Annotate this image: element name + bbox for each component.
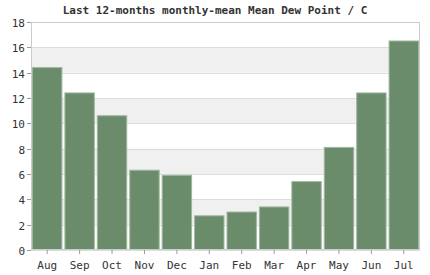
y-tick-label: 6 [18, 169, 25, 182]
y-tick [27, 22, 31, 23]
plot-background [31, 22, 420, 250]
y-tick-label: 4 [18, 194, 25, 207]
x-tick [47, 250, 48, 254]
x-tick [144, 250, 145, 254]
chart-container: Last 12-months monthly-mean Mean Dew Poi… [0, 0, 430, 275]
y-tick-label: 12 [12, 93, 25, 106]
y-tick [27, 174, 31, 175]
x-tick [79, 250, 80, 254]
x-tick-label: Mar [264, 259, 284, 272]
bar [33, 68, 62, 250]
x-tick-label: Jun [361, 259, 381, 272]
y-tick-label: 16 [12, 42, 25, 55]
bar [162, 175, 191, 250]
y-tick [27, 47, 31, 48]
x-tick [274, 250, 275, 254]
bar [324, 147, 353, 250]
x-tick-label: Dec [167, 259, 187, 272]
x-tick [338, 250, 339, 254]
chart-title: Last 12-months monthly-mean Mean Dew Poi… [63, 4, 368, 17]
grid-line [31, 47, 420, 48]
x-tick-label: Nov [135, 259, 155, 272]
y-tick-label: 14 [12, 68, 26, 81]
x-tick [241, 250, 242, 254]
bar [227, 212, 256, 250]
bar [357, 93, 386, 250]
chart-svg: Last 12-months monthly-mean Mean Dew Poi… [0, 0, 430, 275]
y-tick [27, 199, 31, 200]
x-tick-label: Apr [297, 259, 317, 272]
grid-band [31, 47, 420, 72]
bar [97, 116, 126, 250]
bar [292, 182, 321, 250]
grid-line [31, 73, 420, 74]
x-tick [176, 250, 177, 254]
y-tick-label: 0 [18, 245, 25, 258]
bar [389, 41, 418, 250]
x-tick-label: Aug [37, 259, 57, 272]
x-tick-label: Sep [70, 259, 90, 272]
y-tick [27, 149, 31, 150]
x-tick-label: Oct [102, 259, 122, 272]
x-tick-label: Feb [232, 259, 252, 272]
x-tick [209, 250, 210, 254]
x-tick [403, 250, 404, 254]
x-tick-label: May [329, 259, 349, 272]
plot-frame [32, 23, 420, 250]
y-tick-label: 10 [12, 118, 25, 131]
x-tick-label: Jan [199, 259, 219, 272]
y-tick [27, 98, 31, 99]
grid-line [31, 250, 420, 251]
x-tick [112, 250, 113, 254]
bar [65, 93, 94, 250]
y-tick-label: 2 [18, 220, 25, 233]
y-tick [27, 250, 31, 251]
y-tick [27, 73, 31, 74]
bar [195, 216, 224, 250]
bar [259, 207, 288, 250]
bars [33, 41, 419, 250]
x-tick-label: Jul [394, 259, 414, 272]
y-tick [27, 123, 31, 124]
bar [130, 170, 159, 250]
x-tick [306, 250, 307, 254]
y-tick-label: 8 [18, 144, 25, 157]
y-tick-label: 18 [12, 17, 25, 30]
y-tick [27, 225, 31, 226]
x-tick [371, 250, 372, 254]
